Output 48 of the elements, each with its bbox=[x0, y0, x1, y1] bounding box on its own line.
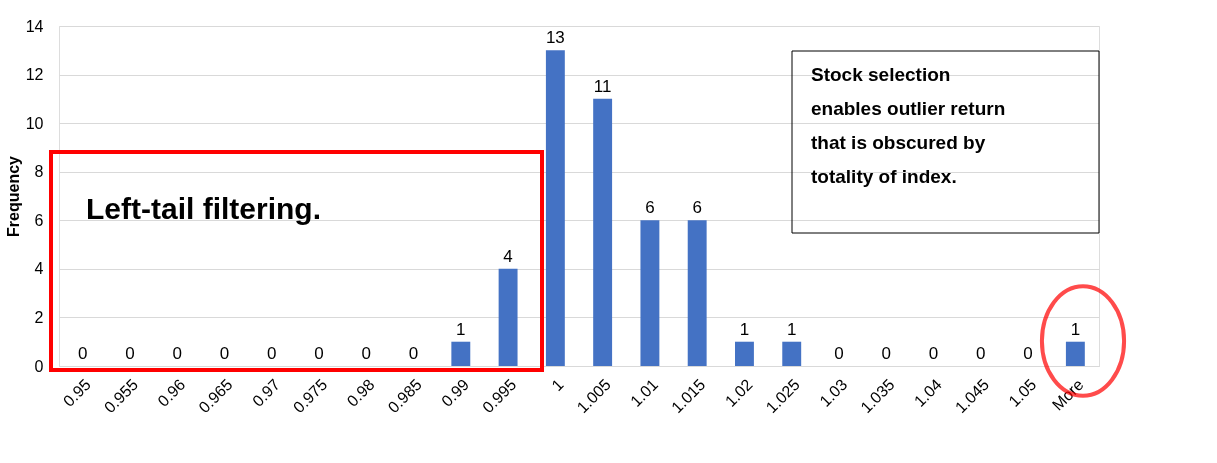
annotation: Left-tail filtering. bbox=[86, 192, 321, 225]
y-tick-label: 2 bbox=[34, 308, 44, 326]
bar bbox=[545, 50, 565, 366]
x-tick-label: 0.95 bbox=[59, 375, 95, 410]
bar bbox=[640, 220, 660, 366]
x-tick-label: 0.96 bbox=[154, 375, 189, 410]
x-tick-label: 0.99 bbox=[438, 375, 473, 410]
data-label: 11 bbox=[593, 76, 612, 96]
data-label: 0 bbox=[77, 344, 88, 363]
data-label: 1 bbox=[456, 319, 466, 339]
x-tick-label: 1.01 bbox=[627, 375, 662, 410]
data-label: 6 bbox=[645, 198, 655, 218]
x-tick-label: 0.98 bbox=[343, 375, 378, 410]
data-label: 0 bbox=[881, 344, 892, 363]
y-tick-label: 12 bbox=[25, 66, 44, 84]
x-tick-label: 1 bbox=[548, 375, 567, 395]
data-label: 0 bbox=[361, 344, 372, 363]
bar bbox=[1065, 341, 1085, 366]
data-label: 1 bbox=[739, 319, 750, 339]
bar bbox=[451, 341, 471, 366]
data-label: 0 bbox=[976, 344, 986, 363]
y-tick-label: 4 bbox=[34, 260, 44, 278]
data-label: 0 bbox=[314, 344, 324, 363]
bar bbox=[687, 220, 707, 366]
data-label: 0 bbox=[266, 344, 277, 363]
data-label: 13 bbox=[545, 28, 565, 48]
bar bbox=[593, 98, 613, 366]
data-label: 1 bbox=[786, 319, 797, 339]
data-label: 0 bbox=[125, 344, 135, 363]
y-tick-label: 10 bbox=[25, 114, 44, 132]
bar bbox=[735, 341, 754, 366]
y-tick-label: 0 bbox=[34, 357, 44, 375]
data-label: 0 bbox=[928, 344, 939, 363]
bar bbox=[782, 341, 802, 366]
y-tick-label: 8 bbox=[34, 163, 44, 181]
data-label: 0 bbox=[408, 344, 419, 363]
data-label: 1 bbox=[1070, 319, 1081, 339]
data-label: 6 bbox=[692, 198, 702, 218]
y-axis-title: Frequency bbox=[4, 155, 22, 237]
bar bbox=[498, 268, 518, 366]
y-tick-label: 14 bbox=[25, 17, 44, 35]
data-label: 0 bbox=[172, 344, 182, 363]
data-label: 0 bbox=[834, 344, 844, 363]
data-label: 0 bbox=[219, 344, 230, 363]
annotation: Stock selection enables outlier return that is obscured by totality of index. bbox=[811, 64, 1006, 187]
data-label: 0 bbox=[1023, 344, 1033, 363]
data-label: 4 bbox=[503, 246, 513, 266]
y-tick-label: 6 bbox=[34, 211, 44, 229]
